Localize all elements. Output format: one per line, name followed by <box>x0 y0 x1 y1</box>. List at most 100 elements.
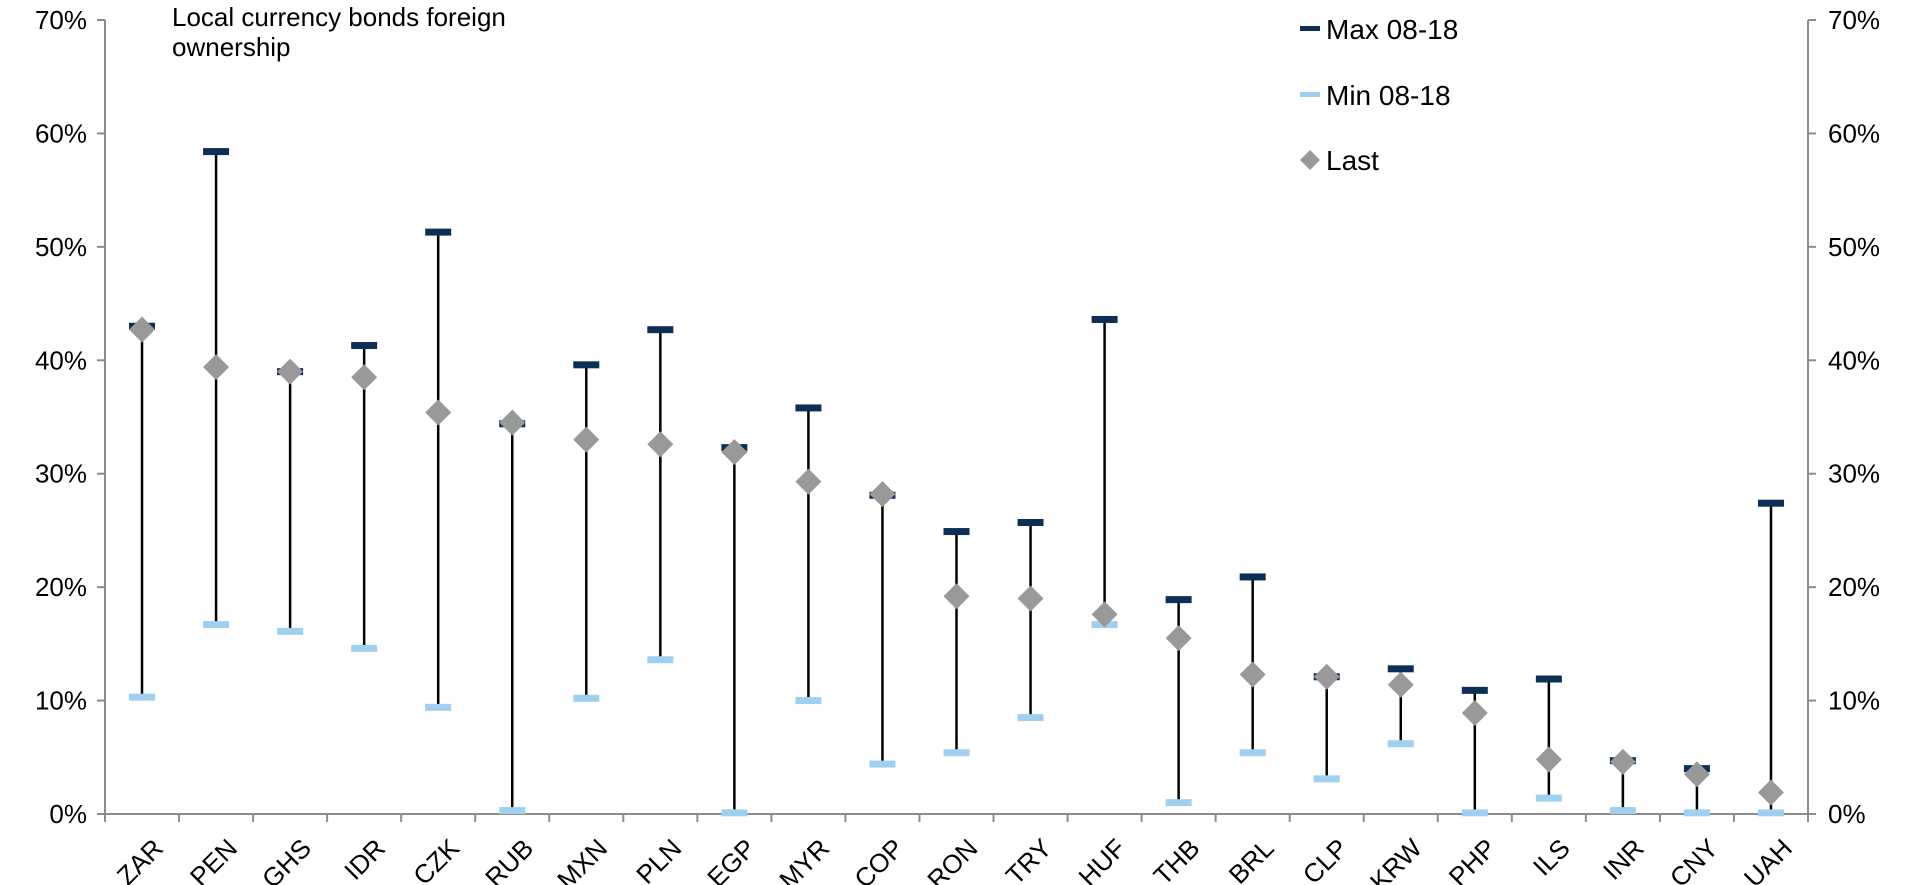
min-mark-try <box>1017 714 1044 722</box>
category-label-rub: RUB <box>479 833 539 885</box>
min-mark-mxn <box>573 694 600 702</box>
min-mark-czk <box>425 703 452 711</box>
legend-max-marker <box>1300 26 1320 31</box>
y-tick-label-left: 60% <box>35 118 87 148</box>
last-mark-pln <box>647 431 674 458</box>
chart-title-line-2: ownership <box>172 32 291 62</box>
category-label-pln: PLN <box>630 833 687 885</box>
last-mark-krw <box>1387 671 1414 698</box>
category-label-idr: IDR <box>338 833 391 885</box>
legend-min-label: Min 08-18 <box>1326 80 1451 111</box>
category-label-try: TRY <box>1000 833 1058 885</box>
category-label-huf: HUF <box>1073 833 1132 885</box>
category-label-krw: KRW <box>1364 833 1428 885</box>
min-mark-rub <box>499 807 526 815</box>
legend-last-label: Last <box>1326 145 1379 176</box>
last-mark-ils <box>1535 746 1562 773</box>
last-mark-inr <box>1609 748 1636 775</box>
min-mark-inr <box>1609 807 1636 815</box>
last-mark-mxn <box>573 426 600 453</box>
axes: 0% 0% 10% 10% 20% 20% 30% 30% 40% 40% 50% 50% 60% 60%… <box>35 5 1880 829</box>
category-label-czk: CZK <box>407 832 465 885</box>
legend-max-label: Max 08-18 <box>1326 14 1458 45</box>
min-mark-idr <box>351 644 378 652</box>
y-tick-label-left: 30% <box>35 459 87 489</box>
max-mark-idr <box>351 342 378 350</box>
y-tick-label-left: 0% <box>49 799 87 829</box>
max-mark-myr <box>795 404 822 412</box>
min-mark-clp <box>1313 775 1340 783</box>
range-lines <box>140 151 1773 813</box>
category-label-clp: CLP <box>1297 833 1354 885</box>
category-label-inr: INR <box>1597 833 1650 885</box>
min-mark-php <box>1461 809 1488 817</box>
y-tick-label-right: 0% <box>1828 799 1866 829</box>
last-mark-ghs <box>277 358 304 385</box>
min-mark-ron <box>943 749 970 757</box>
last-mark-ron <box>943 583 970 610</box>
last-mark-clp <box>1313 663 1340 690</box>
y-tick-label-right: 30% <box>1828 459 1880 489</box>
category-labels: ZAR PEN GHS IDR CZK RUB MXN PLN EGP MYR COP RON TRY H… <box>111 832 1798 885</box>
max-mark-mxn <box>573 361 600 369</box>
min-mark-cop <box>869 760 896 768</box>
last-mark-czk <box>425 399 452 426</box>
max-mark-ils <box>1535 675 1562 683</box>
category-label-cny: CNY <box>1664 833 1724 885</box>
max-mark-brl <box>1239 573 1266 581</box>
category-label-egp: EGP <box>701 833 761 885</box>
max-mark-pen <box>203 148 230 156</box>
category-label-mxn: MXN <box>551 833 613 885</box>
last-mark-myr <box>795 468 822 495</box>
y-tick-label-left: 70% <box>35 5 87 35</box>
max-mark-thb <box>1165 596 1192 604</box>
category-label-myr: MYR <box>773 833 835 885</box>
last-mark-huf <box>1091 601 1118 628</box>
max-mark-huf <box>1091 315 1118 323</box>
y-tick-label-left: 20% <box>35 572 87 602</box>
min-mark-egp <box>721 809 748 817</box>
chart-title-line-1: Local currency bonds foreign <box>172 2 506 32</box>
y-tick-label-left: 50% <box>35 232 87 262</box>
last-mark-try <box>1017 585 1044 612</box>
legend-min-marker <box>1300 92 1320 97</box>
category-label-brl: BRL <box>1223 833 1280 885</box>
legend-last-marker <box>1300 150 1320 170</box>
y-tick-label-left: 10% <box>35 686 87 716</box>
category-label-ils: ILS <box>1527 833 1576 882</box>
y-tick-label-right: 70% <box>1828 5 1880 35</box>
min-mark-brl <box>1239 749 1266 757</box>
min-mark-thb <box>1165 799 1192 807</box>
category-label-zar: ZAR <box>111 833 169 885</box>
y-tick-label-left: 40% <box>35 345 87 375</box>
last-mark-pen <box>203 354 230 381</box>
min-mark-cny <box>1683 809 1710 817</box>
last-mark-rub <box>499 409 526 436</box>
data-marks <box>129 148 1784 817</box>
category-label-cop: COP <box>848 833 909 885</box>
y-tick-label-right: 60% <box>1828 118 1880 148</box>
last-mark-brl <box>1239 661 1266 688</box>
max-mark-czk <box>425 228 452 236</box>
min-mark-pln <box>647 656 674 664</box>
min-mark-pen <box>203 621 230 629</box>
legend: Max 08-18 Min 08-18 Last <box>1300 14 1458 176</box>
max-mark-ron <box>943 528 970 536</box>
y-tick-label-right: 50% <box>1828 232 1880 262</box>
max-mark-pln <box>647 326 674 334</box>
last-mark-php <box>1461 700 1488 727</box>
last-mark-cny <box>1683 761 1710 788</box>
min-mark-myr <box>795 697 822 705</box>
last-mark-zar <box>129 316 156 343</box>
category-label-thb: THB <box>1148 833 1206 885</box>
y-tick-label-right: 40% <box>1828 345 1880 375</box>
min-mark-zar <box>129 693 156 701</box>
last-mark-uah <box>1757 779 1784 806</box>
y-tick-label-right: 10% <box>1828 686 1880 716</box>
category-label-pen: PEN <box>184 833 243 885</box>
min-mark-krw <box>1387 740 1414 748</box>
max-mark-krw <box>1387 665 1414 673</box>
max-mark-try <box>1017 518 1044 526</box>
last-mark-egp <box>721 439 748 466</box>
